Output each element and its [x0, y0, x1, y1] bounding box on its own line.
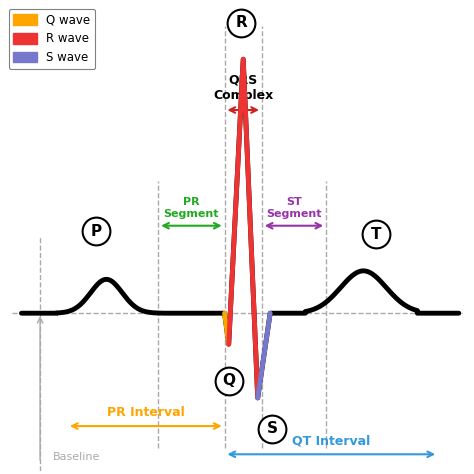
Legend: Q wave, R wave, S wave: Q wave, R wave, S wave [9, 9, 95, 69]
Text: Q: Q [222, 374, 235, 388]
Text: R: R [235, 15, 247, 30]
Text: ST
Segment: ST Segment [266, 197, 322, 219]
Text: PR Interval: PR Interval [107, 406, 185, 419]
Text: T: T [371, 227, 381, 242]
Text: P: P [91, 224, 101, 239]
Text: S: S [267, 421, 278, 437]
Text: PR
Segment: PR Segment [164, 197, 219, 219]
Text: QT Interval: QT Interval [292, 435, 371, 447]
Text: QRS
Complex: QRS Complex [213, 73, 273, 101]
Text: Baseline: Baseline [53, 452, 100, 462]
